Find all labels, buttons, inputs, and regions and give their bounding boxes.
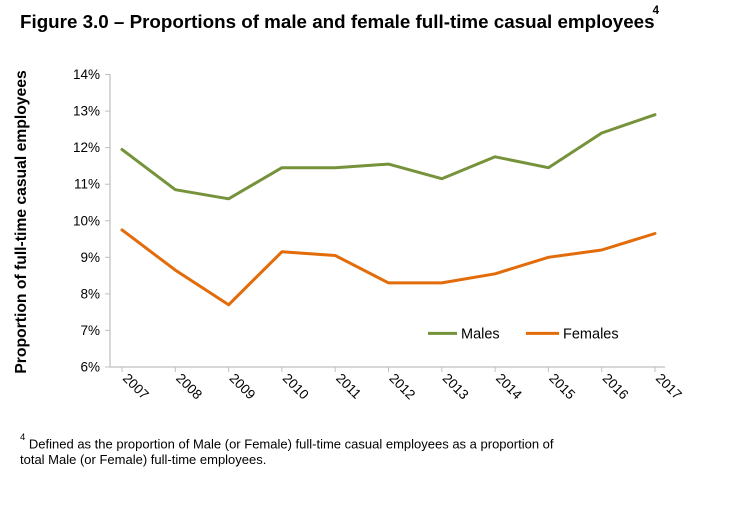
svg-text:Males: Males — [461, 327, 500, 343]
svg-text:2009: 2009 — [226, 371, 258, 403]
svg-text:12%: 12% — [73, 140, 100, 155]
svg-text:11%: 11% — [74, 177, 100, 192]
svg-text:8%: 8% — [80, 286, 100, 301]
svg-text:13%: 13% — [73, 104, 100, 119]
svg-text:2012: 2012 — [386, 371, 418, 403]
svg-text:2017: 2017 — [653, 371, 685, 403]
svg-text:9%: 9% — [80, 250, 100, 265]
svg-text:2010: 2010 — [280, 371, 312, 403]
svg-text:14%: 14% — [73, 67, 100, 82]
svg-text:7%: 7% — [80, 323, 100, 338]
svg-text:2008: 2008 — [173, 371, 205, 403]
svg-text:2016: 2016 — [600, 371, 632, 403]
svg-text:2014: 2014 — [493, 371, 525, 403]
svg-text:Females: Females — [563, 327, 619, 343]
svg-text:2013: 2013 — [440, 371, 472, 403]
svg-text:6%: 6% — [80, 360, 100, 375]
svg-text:2011: 2011 — [333, 371, 364, 402]
svg-text:Proportion of full-time casual: Proportion of full-time casual employees — [13, 70, 30, 374]
svg-text:2007: 2007 — [120, 371, 152, 403]
svg-text:2015: 2015 — [546, 371, 578, 403]
svg-text:10%: 10% — [73, 213, 100, 228]
